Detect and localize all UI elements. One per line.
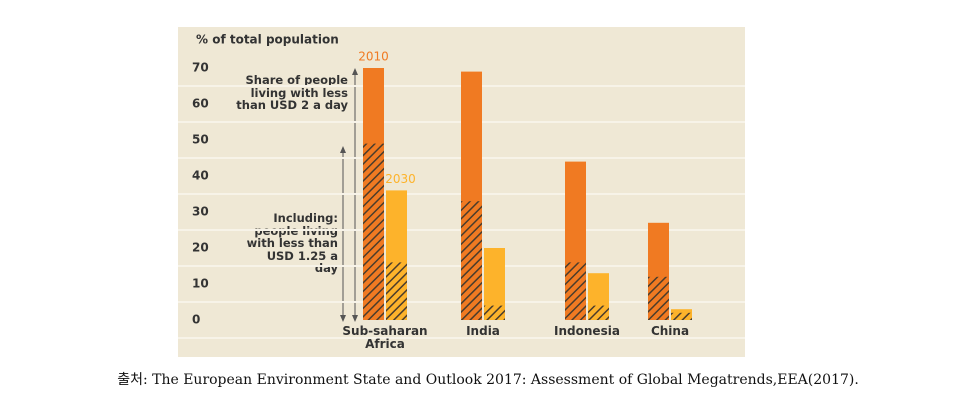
annotation: Including: people living with less than … [246, 212, 338, 275]
legend-label: 2030 [385, 172, 416, 186]
x-tick-label: Indonesia [554, 325, 620, 338]
chart: % of total population Share of people li… [178, 27, 745, 357]
y-axis-title: % of total population [196, 33, 339, 47]
caption: 출처: The European Environment State and O… [117, 372, 859, 388]
y-tick-label: 30 [192, 205, 209, 219]
annotation-box: Including: people living with less than … [246, 212, 338, 275]
annotation-box: Share of people living with less than US… [236, 74, 348, 112]
category-box: Sub-saharan Africa [342, 325, 428, 351]
legend-label: 2010 [358, 50, 389, 64]
hatch [588, 305, 609, 320]
hatch [363, 143, 384, 320]
hatch [461, 201, 482, 320]
bar [484, 248, 505, 320]
hatch [671, 312, 692, 320]
hatch [565, 262, 586, 320]
y-tick-label: 50 [192, 133, 209, 147]
category-box: India [466, 325, 500, 338]
y-tick-label: 60 [192, 97, 209, 111]
y-tick-label: 10 [192, 277, 209, 291]
x-tick-label: China [650, 325, 690, 338]
y-tick-label: 40 [192, 169, 209, 183]
hatch [648, 276, 669, 320]
hatch [386, 262, 407, 320]
y-tick-label: 0 [192, 313, 200, 327]
y-tick-label: 70 [192, 61, 209, 75]
y-tick-label: 20 [192, 241, 209, 255]
x-tick-label: India [466, 325, 500, 338]
x-tick-label: Sub-saharan Africa [342, 325, 428, 351]
annotation: Share of people living with less than US… [236, 74, 348, 112]
category-box: Indonesia [554, 325, 620, 338]
category-box: China [650, 325, 690, 338]
hatch [484, 305, 505, 320]
